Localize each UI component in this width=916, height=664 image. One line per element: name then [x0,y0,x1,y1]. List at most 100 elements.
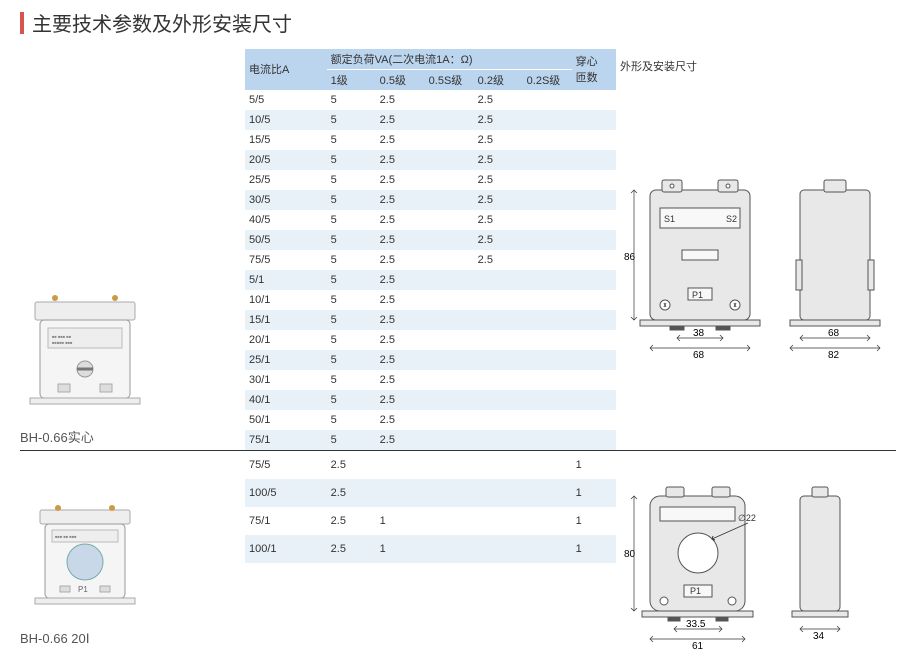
table-cell [523,479,572,507]
spec-table-1: 电流比A 额定负荷VA(二次电流1A：Ω) 穿心 匝数 1级 0.5级 0.5S… [245,49,616,450]
table-cell: 10/5 [245,110,327,130]
table-cell [425,270,474,290]
table-cell [572,230,616,250]
dim-side-outer: 82 [828,350,840,360]
dim-wi2: 33.5 [686,619,706,630]
label-p1: P1 [692,290,703,300]
table-cell [425,535,474,563]
table-cell [474,535,523,563]
table-row: 100/52.51 [245,479,616,507]
table-cell [572,330,616,350]
table-cell [474,451,523,479]
table-cell [572,370,616,390]
table-cell: 2.5 [376,150,425,170]
table-cell: 5 [327,350,376,370]
dim-wo2: 61 [692,641,704,651]
table-cell: 2.5 [376,350,425,370]
table-cell: 2.5 [376,190,425,210]
table-cell [425,250,474,270]
table-cell [425,170,474,190]
table-cell [523,130,572,150]
table-cell: 2.5 [474,250,523,270]
table-cell: 75/5 [245,250,327,270]
model-name-2: BH-0.66 20Ⅰ [20,631,245,647]
table-cell: 2.5 [376,290,425,310]
dim-side-w: 68 [828,328,840,339]
table-cell: 2.5 [376,330,425,350]
table-cell: 2.5 [376,270,425,290]
table-cell [425,110,474,130]
page-title-wrap: 主要技术参数及外形安装尺寸 [20,8,896,37]
table-cell: 2.5 [474,210,523,230]
svg-text:■■■ ■■ ■■■: ■■■ ■■ ■■■ [55,534,77,539]
table-cell [474,479,523,507]
svg-text:∅22: ∅22 [738,513,756,523]
table-cell [425,290,474,310]
table-cell: 5 [327,310,376,330]
table-cell [572,90,616,110]
table-cell [523,451,572,479]
table-cell: 5 [327,250,376,270]
spec-section-2: ■■■ ■■ ■■■ P1 BH-0.66 20Ⅰ 75/52.51100/52… [20,451,896,651]
svg-text:■■■■■ ■■■: ■■■■■ ■■■ [52,340,73,345]
table-cell [523,370,572,390]
table-cell [523,350,572,370]
table-cell [523,410,572,430]
table-cell [425,507,474,535]
table-row: 30/152.5 [245,370,616,390]
table-cell: 2.5 [376,310,425,330]
table-cell: 50/1 [245,410,327,430]
table-cell: 2.5 [376,390,425,410]
dim-side2: 34 [813,631,825,642]
label-p1-2: P1 [690,586,701,596]
table-cell: 25/5 [245,170,327,190]
table-cell [523,90,572,110]
table-cell: 5 [327,430,376,450]
table-cell [474,270,523,290]
dim-h: 86 [624,252,636,263]
table-cell: 1 [572,479,616,507]
table-cell: 2.5 [376,170,425,190]
table-cell [474,350,523,370]
table-cell [572,430,616,450]
table-row: 15/552.52.5 [245,130,616,150]
table-row: 10/152.5 [245,290,616,310]
table-cell: 1 [376,507,425,535]
table-cell: 2.5 [474,90,523,110]
table-row: 15/152.5 [245,310,616,330]
model-name-1: BH-0.66实心 [20,427,245,446]
title-accent-bar [20,12,24,34]
table-cell [572,130,616,150]
th-rated-load: 额定负荷VA(二次电流1A：Ω) [327,49,572,70]
table-row: 20/552.52.5 [245,150,616,170]
table-cell [572,150,616,170]
table-cell [572,350,616,370]
table-cell: 5 [327,370,376,390]
table-cell: 5/5 [245,90,327,110]
table-cell: 5 [327,90,376,110]
label-s1: S1 [664,214,675,224]
table-cell [425,330,474,350]
th-05s: 0.5S级 [425,70,474,91]
svg-text:P1: P1 [78,585,88,594]
table-row: 100/12.511 [245,535,616,563]
table-cell: 2.5 [376,90,425,110]
table-cell: 5 [327,130,376,150]
table-cell [572,270,616,290]
table-cell: 75/1 [245,430,327,450]
table-cell [376,479,425,507]
table-cell [425,390,474,410]
dim-w-inner: 38 [693,328,705,339]
page-title: 主要技术参数及外形安装尺寸 [32,8,292,37]
table-cell: 5 [327,210,376,230]
table-cell [425,451,474,479]
table-row: 5/552.52.5 [245,90,616,110]
table-cell: 2.5 [474,130,523,150]
table-row: 25/152.5 [245,350,616,370]
label-s2: S2 [726,214,737,224]
table-row: 20/152.5 [245,330,616,350]
table-cell: 5 [327,230,376,250]
table-cell [425,410,474,430]
spec-table-2: 75/52.51100/52.5175/12.511100/12.511 [245,451,616,563]
th-1: 1级 [327,70,376,91]
